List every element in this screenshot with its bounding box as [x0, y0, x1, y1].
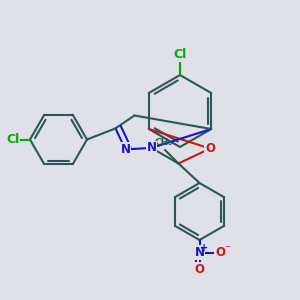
Text: N: N: [120, 143, 130, 156]
Text: O: O: [205, 142, 215, 155]
Text: N: N: [146, 141, 157, 154]
Text: O: O: [215, 246, 225, 259]
Text: Cl: Cl: [6, 133, 19, 146]
Text: N: N: [194, 246, 205, 259]
Text: Cl: Cl: [173, 48, 187, 61]
Text: CH₃: CH₃: [154, 138, 172, 147]
Text: ⁻: ⁻: [224, 244, 230, 254]
Text: +: +: [200, 243, 208, 254]
Text: O: O: [194, 263, 205, 276]
